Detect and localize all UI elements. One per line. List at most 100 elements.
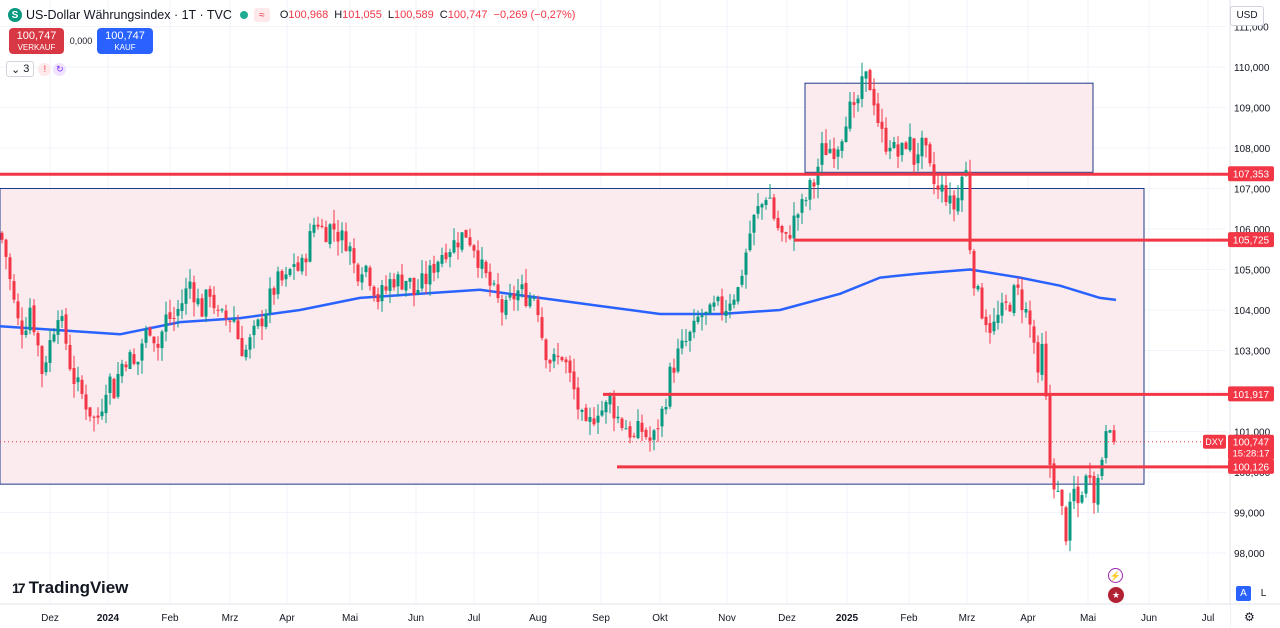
candle bbox=[92, 415, 96, 432]
candle bbox=[184, 277, 188, 315]
candle bbox=[180, 289, 184, 319]
candle-body bbox=[1108, 430, 1112, 433]
candle-body bbox=[232, 319, 236, 322]
candle-body bbox=[484, 261, 488, 274]
candle bbox=[840, 139, 844, 159]
candle-body bbox=[340, 230, 344, 241]
candle-body bbox=[168, 312, 172, 319]
candle bbox=[464, 229, 468, 238]
buy-button[interactable]: 100,747 KAUF bbox=[97, 28, 153, 54]
delay-wave-icon[interactable]: ≈ bbox=[253, 8, 270, 22]
level-tag-bg bbox=[1228, 458, 1274, 474]
candle bbox=[44, 355, 48, 376]
candle bbox=[688, 330, 692, 352]
symbol-title[interactable]: US-Dollar Währungsindex · 1T · TVC bbox=[26, 8, 232, 22]
refresh-icon[interactable]: ↻ bbox=[53, 62, 67, 76]
candle bbox=[76, 366, 80, 392]
candle-body bbox=[176, 309, 180, 316]
candle-body bbox=[268, 288, 272, 314]
candle bbox=[552, 348, 556, 369]
candle-body bbox=[136, 361, 140, 365]
candle bbox=[104, 384, 108, 424]
candle-body bbox=[8, 257, 12, 280]
sell-button[interactable]: 100,747 VERKAUF bbox=[9, 28, 64, 54]
candle bbox=[100, 398, 104, 420]
candle bbox=[72, 355, 76, 398]
candle-body bbox=[1024, 309, 1028, 313]
candle-body bbox=[880, 121, 884, 129]
candle bbox=[784, 231, 788, 243]
candle bbox=[660, 406, 664, 437]
candle-body bbox=[500, 299, 504, 313]
auto-scale-button[interactable]: A bbox=[1236, 586, 1251, 601]
candle-body bbox=[400, 274, 404, 290]
candle-body bbox=[960, 176, 964, 201]
candle bbox=[844, 116, 848, 143]
candle-body bbox=[64, 314, 68, 344]
candle bbox=[144, 325, 148, 348]
candle-body bbox=[432, 263, 436, 273]
log-scale-button[interactable]: L bbox=[1260, 588, 1267, 599]
candle-body bbox=[968, 171, 972, 251]
currency-selector[interactable]: USD bbox=[1230, 6, 1264, 26]
candle bbox=[188, 269, 192, 299]
candle-body bbox=[920, 137, 924, 157]
candle bbox=[904, 141, 908, 150]
candle bbox=[20, 307, 24, 349]
candle bbox=[816, 158, 820, 199]
candle bbox=[316, 216, 320, 230]
candle bbox=[780, 224, 784, 242]
candle-body bbox=[1080, 495, 1084, 503]
candle bbox=[628, 421, 632, 444]
candle bbox=[820, 131, 824, 176]
moving-average-line bbox=[0, 268, 1117, 336]
candle bbox=[1072, 475, 1076, 509]
candle bbox=[684, 329, 688, 347]
candle-body bbox=[840, 141, 844, 151]
candle-body bbox=[640, 422, 644, 432]
candle-body bbox=[516, 290, 520, 301]
candle bbox=[360, 267, 364, 291]
candle-body bbox=[368, 267, 372, 286]
candle-body bbox=[16, 301, 20, 319]
candle-body bbox=[856, 98, 860, 104]
candle-body bbox=[816, 166, 820, 185]
indicator-toggle[interactable]: ⌄ 3 bbox=[6, 61, 35, 77]
candle bbox=[536, 295, 540, 323]
candle bbox=[672, 358, 676, 383]
x-tick-label: Dez bbox=[778, 613, 796, 624]
candle bbox=[4, 238, 8, 270]
candle bbox=[468, 228, 472, 247]
candle bbox=[164, 301, 168, 342]
candle bbox=[1104, 425, 1108, 464]
us-flag-icon[interactable]: ★ bbox=[1108, 587, 1124, 603]
market-open-dot-icon bbox=[239, 11, 248, 19]
candle-body bbox=[832, 148, 836, 159]
candle-body bbox=[316, 224, 320, 227]
candle-body bbox=[924, 137, 928, 146]
candle-body bbox=[424, 273, 428, 284]
candle bbox=[636, 409, 640, 440]
price-axis bbox=[1230, 0, 1280, 628]
candle bbox=[1032, 319, 1036, 354]
candle bbox=[8, 253, 12, 291]
candle bbox=[576, 377, 580, 420]
candle-body bbox=[288, 269, 292, 275]
candle bbox=[380, 280, 384, 312]
candle bbox=[736, 286, 740, 305]
candle-body bbox=[388, 279, 392, 291]
candle-body bbox=[884, 127, 888, 152]
gear-icon[interactable]: ⚙ bbox=[1244, 610, 1255, 624]
candle-body bbox=[352, 248, 356, 264]
candle bbox=[592, 407, 596, 427]
lightning-icon[interactable]: ⚡ bbox=[1108, 568, 1123, 583]
x-tick-label: Jun bbox=[1141, 613, 1157, 624]
candle-body bbox=[560, 357, 564, 361]
warning-icon[interactable]: ! bbox=[38, 62, 52, 76]
candle-body bbox=[1076, 486, 1080, 504]
candle bbox=[228, 319, 232, 333]
candle-body bbox=[648, 437, 652, 441]
candle-body bbox=[224, 310, 228, 319]
chart-header: S US-Dollar Währungsindex · 1T · TVC ≈ O… bbox=[8, 6, 575, 24]
